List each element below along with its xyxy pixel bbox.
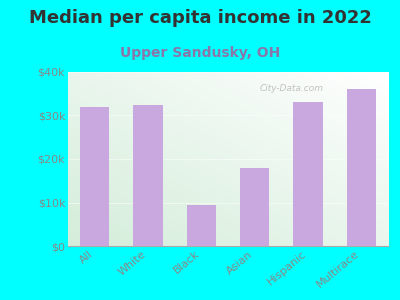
Bar [240, 168, 269, 246]
Bar [133, 105, 163, 246]
Bar [187, 205, 216, 246]
Bar [80, 107, 109, 246]
Bar [347, 89, 376, 246]
Text: Upper Sandusky, OH: Upper Sandusky, OH [120, 46, 280, 61]
Bar [293, 102, 323, 246]
Text: City-Data.com: City-Data.com [260, 84, 324, 93]
Text: Median per capita income in 2022: Median per capita income in 2022 [28, 9, 372, 27]
